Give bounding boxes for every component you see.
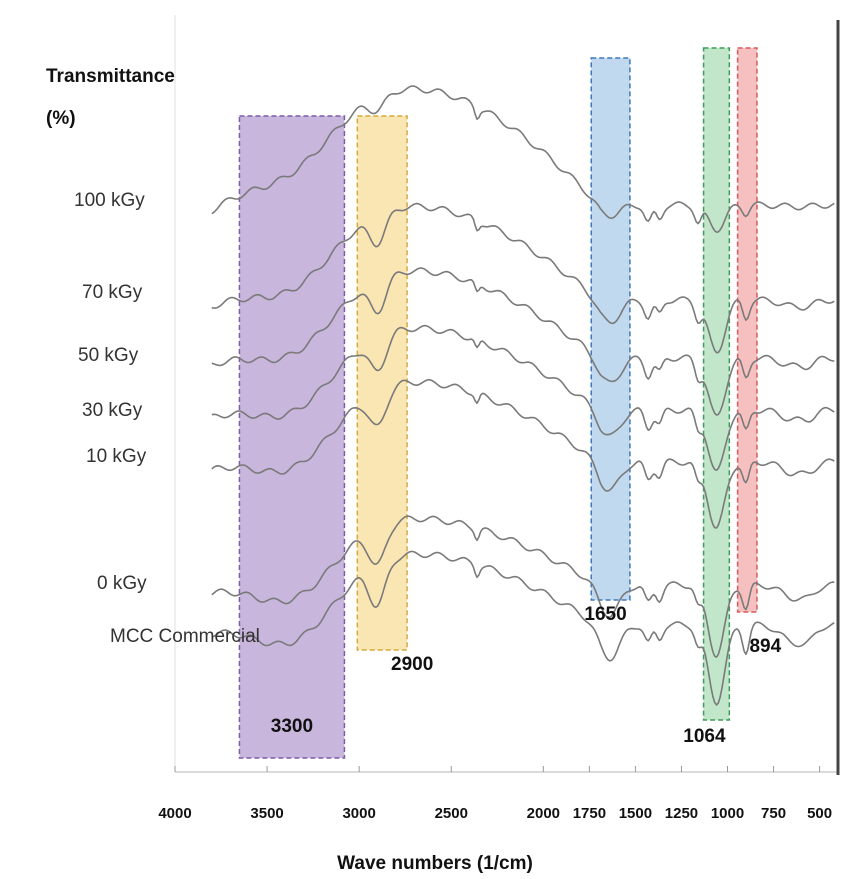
band-label-894: 894 bbox=[749, 636, 781, 657]
spectrum-0-kgy bbox=[211, 515, 835, 659]
x-axis-label: Wave numbers (1/cm) bbox=[337, 853, 533, 874]
x-tick-label: 3500 bbox=[250, 805, 283, 822]
x-tick-label: 2500 bbox=[435, 805, 468, 822]
band-label-1064: 1064 bbox=[683, 726, 726, 747]
y-axis-unit: (%) bbox=[46, 108, 76, 129]
label-0kgy: 0 kGy bbox=[97, 573, 147, 594]
y-axis-label: Transmittance bbox=[46, 66, 175, 87]
spectrum-10-kgy bbox=[211, 378, 835, 529]
x-tick-label: 3000 bbox=[342, 805, 375, 822]
axis-layer bbox=[174, 15, 840, 775]
label-70kgy: 70 kGy bbox=[82, 282, 143, 303]
x-tick-label: 1750 bbox=[573, 805, 606, 822]
band-label-1650: 1650 bbox=[584, 604, 626, 625]
band-894-rect bbox=[736, 47, 758, 613]
label-100kgy: 100 kGy bbox=[74, 190, 145, 211]
spectrum-mcc-commercial bbox=[211, 550, 835, 706]
band-1064-rect bbox=[702, 47, 731, 721]
band-label-2900: 2900 bbox=[391, 654, 433, 675]
x-tick-label: 1500 bbox=[619, 805, 652, 822]
spectrum-50-kgy bbox=[211, 267, 835, 416]
x-tick-labels: 4000 3500 3000 2500 2000 1750 1500 1250 1000 750 5… bbox=[158, 805, 832, 822]
label-mcc-commercial-text: MCC Commercial bbox=[110, 626, 260, 647]
x-tick-label: 1250 bbox=[665, 805, 698, 822]
spectra-traces bbox=[211, 85, 835, 706]
label-mcc-commercial: MCC Commercial bbox=[110, 626, 260, 647]
spectrum-30-kgy bbox=[211, 324, 835, 472]
x-tick-label: 500 bbox=[807, 805, 832, 822]
sample-labels: 100 kGy 70 kGy 50 kGy 30 kGy 10 kGy 0 kG… bbox=[74, 190, 260, 647]
x-tick-label: 750 bbox=[761, 805, 786, 822]
band-3300-rect bbox=[238, 115, 346, 759]
absorption-bands bbox=[238, 47, 758, 759]
label-10kgy: 10 kGy bbox=[86, 446, 147, 467]
label-50kgy: 50 kGy bbox=[78, 345, 139, 366]
band-1650-rect bbox=[590, 57, 631, 601]
spectrum-100-kgy bbox=[211, 85, 835, 233]
label-30kgy: 30 kGy bbox=[82, 400, 143, 421]
spectrum-70-kgy bbox=[211, 202, 835, 354]
x-tick-label: 4000 bbox=[158, 805, 191, 822]
x-tick-label: 1000 bbox=[711, 805, 744, 822]
band-label-3300: 3300 bbox=[271, 716, 313, 737]
x-tick-label: 2000 bbox=[527, 805, 560, 822]
